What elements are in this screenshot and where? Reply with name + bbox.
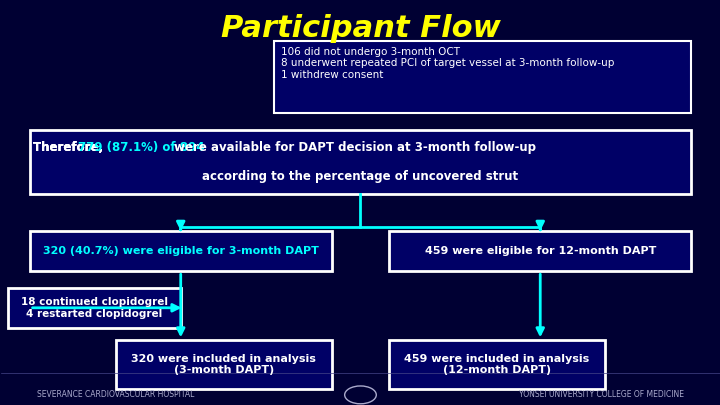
Text: 106 did not undergo 3-month OCT
8 underwent repeated PCI of target vessel at 3-m: 106 did not undergo 3-month OCT 8 underw… <box>282 47 615 80</box>
FancyBboxPatch shape <box>30 231 332 271</box>
FancyBboxPatch shape <box>390 231 691 271</box>
Text: according to the percentage of uncovered strut: according to the percentage of uncovered… <box>202 170 518 183</box>
Text: SEVERANCE CARDIOVASCULAR HOSPITAL: SEVERANCE CARDIOVASCULAR HOSPITAL <box>37 390 194 399</box>
FancyBboxPatch shape <box>274 40 691 113</box>
Text: 459 were included in analysis
(12-month DAPT): 459 were included in analysis (12-month … <box>405 354 590 375</box>
FancyBboxPatch shape <box>8 288 181 328</box>
Text: Therefore,: Therefore, <box>33 141 107 154</box>
Text: Therefore,: Therefore, <box>33 141 107 154</box>
Text: Participant Flow: Participant Flow <box>220 14 500 43</box>
Text: Therefore,: Therefore, <box>33 141 107 154</box>
Text: 459 were eligible for 12-month DAPT: 459 were eligible for 12-month DAPT <box>425 246 656 256</box>
Text: 320 (40.7%) were eligible for 3-month DAPT: 320 (40.7%) were eligible for 3-month DA… <box>42 246 319 256</box>
Text: 320 were included in analysis
(3-month DAPT): 320 were included in analysis (3-month D… <box>132 354 316 375</box>
FancyBboxPatch shape <box>116 340 332 389</box>
FancyBboxPatch shape <box>390 340 605 389</box>
Text: 18 continued clopidogrel
4 restarted clopidogrel: 18 continued clopidogrel 4 restarted clo… <box>21 297 168 319</box>
Text: YONSEI UNIVERSITY COLLEGE OF MEDICINE: YONSEI UNIVERSITY COLLEGE OF MEDICINE <box>519 390 684 399</box>
Text: were available for DAPT decision at 3-month follow-up: were available for DAPT decision at 3-mo… <box>170 141 536 154</box>
Text: 779 (87.1%) of 894: 779 (87.1%) of 894 <box>78 141 204 154</box>
FancyBboxPatch shape <box>30 130 691 194</box>
